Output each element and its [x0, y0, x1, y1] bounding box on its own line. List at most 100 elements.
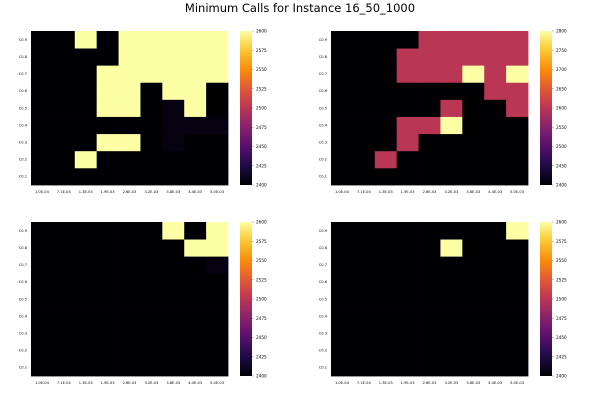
heatmap-cell: [396, 65, 419, 83]
heatmap-cell: [52, 324, 76, 343]
heatmap-cell: [206, 222, 229, 240]
heatmap-cell: [374, 167, 398, 186]
heatmap-cell: [118, 358, 141, 377]
heatmap-cell: [331, 358, 354, 377]
heatmap-cell: [140, 358, 163, 377]
heatmap-cell: [140, 31, 163, 49]
heatmap-cell: [462, 358, 485, 377]
colorbar-tick-label: 2575: [556, 239, 567, 244]
heatmap-cell: [374, 290, 398, 308]
heatmap-cell: [162, 133, 185, 152]
heatmap-panel: 1.0E-04 7.1E-04 1.3E-03 1.9E-03 2.6E-03 3.2E-…: [319, 220, 567, 386]
heatmap-cell: [462, 324, 485, 343]
heatmap-cell: [31, 239, 54, 257]
heatmap-cell: [52, 116, 76, 135]
heatmap-cell: [140, 116, 163, 135]
y-tick-label: C0.6: [319, 89, 328, 93]
colorbar-tick-label: 2525: [256, 86, 267, 91]
x-tick-label: 2.6E-03: [123, 381, 137, 385]
colorbar-tick-label: 2450: [256, 144, 267, 149]
x-tick-label: 1.9E-03: [401, 190, 415, 194]
y-tick-label: C0.3: [319, 332, 327, 336]
x-tick-label: 2.6E-03: [123, 190, 137, 194]
heatmap-cell: [352, 133, 376, 152]
heatmap-cell: [331, 150, 354, 169]
x-tick-label: 3.2E-03: [444, 190, 458, 194]
y-tick-label: C0.5: [319, 297, 327, 301]
x-tick-label: 5.0E-03: [510, 381, 524, 385]
heatmap-cell: [484, 341, 507, 360]
heatmap-cell: [484, 324, 507, 343]
heatmap-cell: [52, 358, 76, 377]
colorbar-tick-label: 2475: [256, 125, 267, 130]
heatmap-cell: [352, 150, 376, 169]
heatmap-cell: [374, 65, 398, 83]
heatmap-cell: [184, 82, 207, 100]
heatmap-cell: [162, 307, 185, 326]
heatmap-cell: [31, 65, 54, 83]
y-tick-label: C0.9: [319, 38, 328, 42]
heatmap-cell: [96, 273, 119, 291]
x-tick-label: 4.4E-03: [188, 381, 202, 385]
heatmap-cell: [140, 290, 163, 308]
x-tick-label: 3.8E-03: [466, 381, 480, 385]
heatmap-cell: [74, 307, 98, 326]
heatmap-cell: [331, 48, 354, 66]
colorbar-tick-label: 2800: [556, 29, 567, 34]
heatmap-cell: [506, 133, 529, 152]
heatmap-cell: [352, 358, 376, 377]
heatmap-cell: [418, 167, 441, 186]
heatmap-cell: [484, 48, 507, 66]
heatmap-cell: [418, 324, 441, 343]
y-tick-label: C0.2: [319, 158, 327, 162]
heatmap-cell: [96, 290, 119, 308]
colorbar-tick-label: 2575: [256, 239, 267, 244]
panels: 1.0E-04 7.1E-04 1.3E-03 1.9E-03 2.6E-03 3.2E-…: [19, 29, 567, 386]
heatmap-cell: [74, 48, 98, 66]
heatmap-cell: [118, 324, 141, 343]
heatmap-cell: [506, 273, 529, 291]
y-tick-label: C0.5: [19, 297, 27, 301]
heatmap-cell: [484, 256, 507, 274]
heatmap-cell: [74, 222, 98, 240]
heatmap-cell: [418, 341, 441, 360]
heatmap-cell: [331, 65, 354, 83]
heatmap-cell: [140, 99, 163, 117]
heatmap-cell: [118, 99, 141, 117]
y-tick-label: C0.6: [19, 89, 28, 93]
heatmap-cell: [484, 31, 507, 49]
heatmap-cell: [396, 48, 419, 66]
heatmap-cell: [462, 31, 485, 49]
heatmap-cell: [484, 133, 507, 152]
heatmap-cell: [96, 150, 119, 169]
y-tick-label: C0.4: [19, 123, 28, 127]
colorbar-tick-label: 2475: [256, 316, 267, 321]
y-tick-label: C0.8: [19, 55, 28, 59]
heatmap-cell: [374, 48, 398, 66]
heatmap-cell: [506, 307, 529, 326]
heatmap-cell: [206, 290, 229, 308]
heatmap-cell: [331, 307, 354, 326]
heatmap-cell: [206, 256, 229, 274]
y-tick-label: C0.1: [319, 366, 327, 370]
y-tick-label: C0.8: [319, 55, 328, 59]
heatmap-cell: [484, 150, 507, 169]
heatmap-cell: [374, 341, 398, 360]
heatmap-cell: [462, 65, 485, 83]
heatmap-cell: [506, 290, 529, 308]
heatmap-cell: [396, 116, 419, 135]
y-tick-label: C0.9: [319, 229, 328, 233]
heatmap-cell: [184, 273, 207, 291]
heatmap-cell: [462, 290, 485, 308]
heatmap-cell: [140, 273, 163, 291]
heatmap-cell: [74, 150, 98, 169]
heatmap-cell: [52, 31, 76, 49]
heatmap-cell: [462, 341, 485, 360]
heatmap-cell: [374, 82, 398, 100]
heatmap-cell: [206, 133, 229, 152]
heatmap-cell: [31, 150, 54, 169]
heatmap-cell: [418, 65, 441, 83]
heatmap-cell: [96, 133, 119, 152]
heatmap-cell: [484, 82, 507, 100]
heatmap-cell: [331, 239, 354, 257]
